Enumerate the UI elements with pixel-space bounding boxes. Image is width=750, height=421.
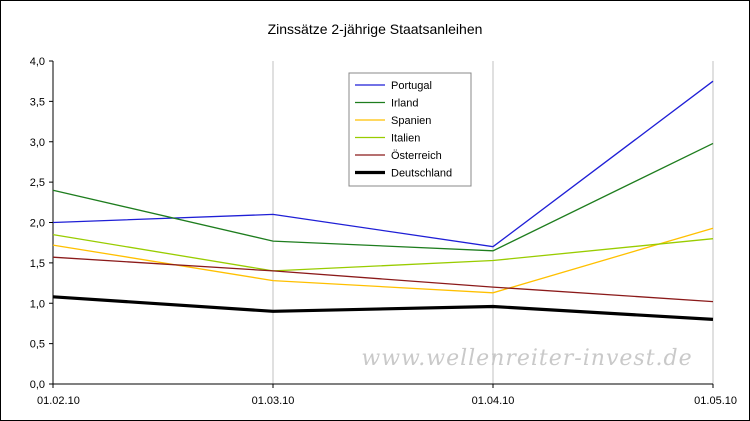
x-tick-label: 01.02.10 <box>37 395 80 407</box>
y-tick-label: 2,0 <box>30 218 45 230</box>
series-line-portugal <box>52 80 714 248</box>
watermark: www.wellenreiter-invest.de <box>361 346 692 371</box>
y-tick-label: 0,5 <box>30 339 45 351</box>
y-tick-label: 1,0 <box>30 298 45 310</box>
series-line-irland <box>52 142 714 252</box>
legend: Portugal Irland Spanien Italien Österreich De… <box>348 72 472 187</box>
series-line-italien <box>52 233 714 272</box>
y-tick-label: 3,5 <box>30 96 45 108</box>
legend-label: Irland <box>391 98 419 110</box>
chart-title: Zinssätze 2-jährige Staatsanleihen <box>268 21 483 37</box>
legend-label: Österreich <box>391 150 442 162</box>
x-tick-label: 01.04.10 <box>472 395 515 407</box>
series-lines <box>52 80 714 321</box>
legend-box <box>348 72 472 187</box>
y-axis-ticks: 0,0 0,5 1,0 1,5 2,0 2,5 3,0 3,5 4,0 <box>30 56 53 391</box>
x-tick-label: 01.03.10 <box>252 395 295 407</box>
y-tick-label: 4,0 <box>30 56 45 68</box>
series-line-spanien <box>52 227 714 294</box>
legend-label: Deutschland <box>391 168 452 180</box>
legend-label: Spanien <box>391 115 431 127</box>
x-axis-ticks: 01.02.10 01.03.10 01.04.10 01.05.10 <box>37 384 737 407</box>
series-line-oesterreich <box>52 256 714 303</box>
grid-lines <box>272 61 714 384</box>
y-tick-label: 0,0 <box>30 379 45 391</box>
legend-label: Portugal <box>391 80 432 92</box>
y-tick-label: 1,5 <box>30 258 45 270</box>
y-tick-label: 3,0 <box>30 137 45 149</box>
x-tick-label: 01.05.10 <box>694 395 737 407</box>
series-line-deutschland <box>52 295 714 321</box>
y-tick-label: 2,5 <box>30 177 45 189</box>
legend-label: Italien <box>391 133 420 145</box>
